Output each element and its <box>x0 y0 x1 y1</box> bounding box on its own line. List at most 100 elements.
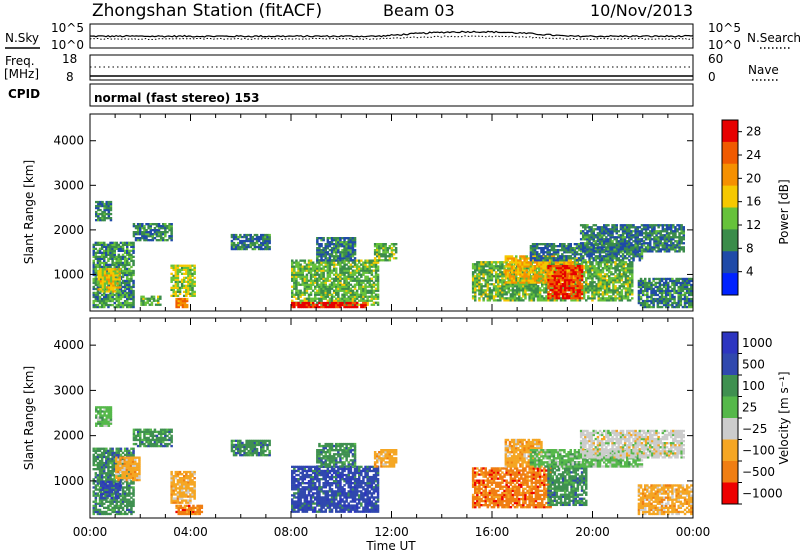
range-gate-cell <box>471 273 475 276</box>
range-gate-cell <box>632 234 635 237</box>
range-gate-cell <box>542 257 545 260</box>
range-gate-cell <box>103 291 106 295</box>
range-gate-cell <box>107 257 110 261</box>
range-gate-cell <box>601 287 605 290</box>
range-gate-cell <box>347 287 350 290</box>
range-gate-cell <box>536 299 540 302</box>
range-gate-cell <box>307 299 311 302</box>
range-gate-cell <box>351 261 355 264</box>
range-gate-cell <box>187 278 190 282</box>
range-gate-cell <box>339 271 342 274</box>
range-gate-cell <box>103 305 106 309</box>
range-gate-cell <box>634 236 637 239</box>
range-gate-cell <box>540 261 543 264</box>
range-gate-cell <box>303 261 307 264</box>
range-gate-cell <box>255 237 259 241</box>
range-gate-cell <box>297 295 300 298</box>
range-gate-cell <box>640 240 644 243</box>
range-gate-cell <box>101 286 105 289</box>
range-gate-cell <box>471 297 475 300</box>
range-gate-cell <box>619 238 623 241</box>
range-gate-cell <box>614 281 617 284</box>
range-gate-cell <box>527 279 531 282</box>
range-gate-cell <box>631 283 634 286</box>
range-gate-cell <box>185 272 188 276</box>
range-gate-cell <box>332 277 336 280</box>
range-gate-cell <box>332 289 336 292</box>
range-gate-cell <box>561 266 565 270</box>
range-gate-cell <box>103 261 106 265</box>
range-gate-cell <box>109 243 112 247</box>
range-gate-cell <box>318 299 321 302</box>
range-gate-cell <box>132 231 136 234</box>
range-gate-cell <box>111 261 114 265</box>
range-gate-cell <box>318 243 321 246</box>
range-gate-cell <box>345 251 348 254</box>
range-gate-cell <box>297 271 300 274</box>
range-gate-cell <box>318 263 321 266</box>
range-gate-cell <box>484 285 487 288</box>
range-gate-cell <box>181 297 185 301</box>
range-gate-cell <box>531 257 535 260</box>
range-gate-cell <box>343 243 346 246</box>
range-gate-cell <box>561 259 564 262</box>
range-gate-cell <box>105 245 108 249</box>
range-gate-cell <box>324 279 327 282</box>
range-gate-cell <box>471 275 475 278</box>
range-gate-cell <box>605 230 608 233</box>
range-gate-cell <box>297 269 300 272</box>
range-gate-cell <box>623 250 627 253</box>
range-gate-cell <box>107 249 110 253</box>
range-gate-cell <box>545 299 548 302</box>
range-gate-cell <box>322 255 325 258</box>
range-gate-cell <box>390 255 394 258</box>
range-gate-cell <box>533 257 537 260</box>
range-gate-cell <box>628 271 632 274</box>
range-gate-cell <box>257 245 261 249</box>
range-gate-cell <box>299 277 302 280</box>
range-gate-cell <box>118 282 121 285</box>
range-gate-cell <box>362 303 365 307</box>
range-gate-cell <box>347 277 350 280</box>
range-gate-cell <box>638 250 642 253</box>
range-gate-cell <box>95 206 98 210</box>
range-gate-cell <box>301 271 304 274</box>
range-gate-cell <box>571 277 575 280</box>
range-gate-cell <box>121 293 125 297</box>
range-gate-cell <box>388 255 392 258</box>
range-gate-cell <box>183 266 186 270</box>
range-gate-cell <box>570 272 573 276</box>
range-gate-cell <box>183 299 187 303</box>
range-gate-cell <box>320 305 323 309</box>
range-gate-cell <box>92 253 95 257</box>
range-gate-cell <box>559 255 562 258</box>
range-gate-cell <box>591 275 594 278</box>
range-gate-cell <box>330 299 334 302</box>
range-gate-cell <box>176 286 180 290</box>
range-gate-cell <box>94 281 98 285</box>
range-gate-cell <box>185 280 188 284</box>
range-gate-cell <box>520 285 523 288</box>
range-gate-cell <box>303 287 307 290</box>
range-gate-cell <box>589 287 592 290</box>
range-gate-cell <box>616 281 619 284</box>
range-gate-cell <box>345 301 348 305</box>
date-label: 10/Nov/2013 <box>590 1 693 20</box>
range-gate-cell <box>555 284 559 288</box>
range-gate-cell <box>370 299 374 302</box>
range-gate-cell <box>103 276 107 279</box>
range-gate-cell <box>349 271 353 274</box>
range-gate-cell <box>605 259 608 262</box>
range-gate-cell <box>531 261 535 264</box>
range-gate-cell <box>598 255 602 258</box>
range-gate-cell <box>597 297 600 300</box>
range-gate-cell <box>326 259 330 262</box>
range-gate-cell <box>123 255 127 259</box>
range-gate-cell <box>149 239 152 242</box>
range-gate-cell <box>618 261 621 264</box>
range-gate-cell <box>587 283 590 286</box>
range-gate-cell <box>515 261 518 264</box>
range-gate-cell <box>590 257 593 260</box>
range-gate-cell <box>187 272 190 276</box>
range-gate-cell <box>552 253 556 256</box>
